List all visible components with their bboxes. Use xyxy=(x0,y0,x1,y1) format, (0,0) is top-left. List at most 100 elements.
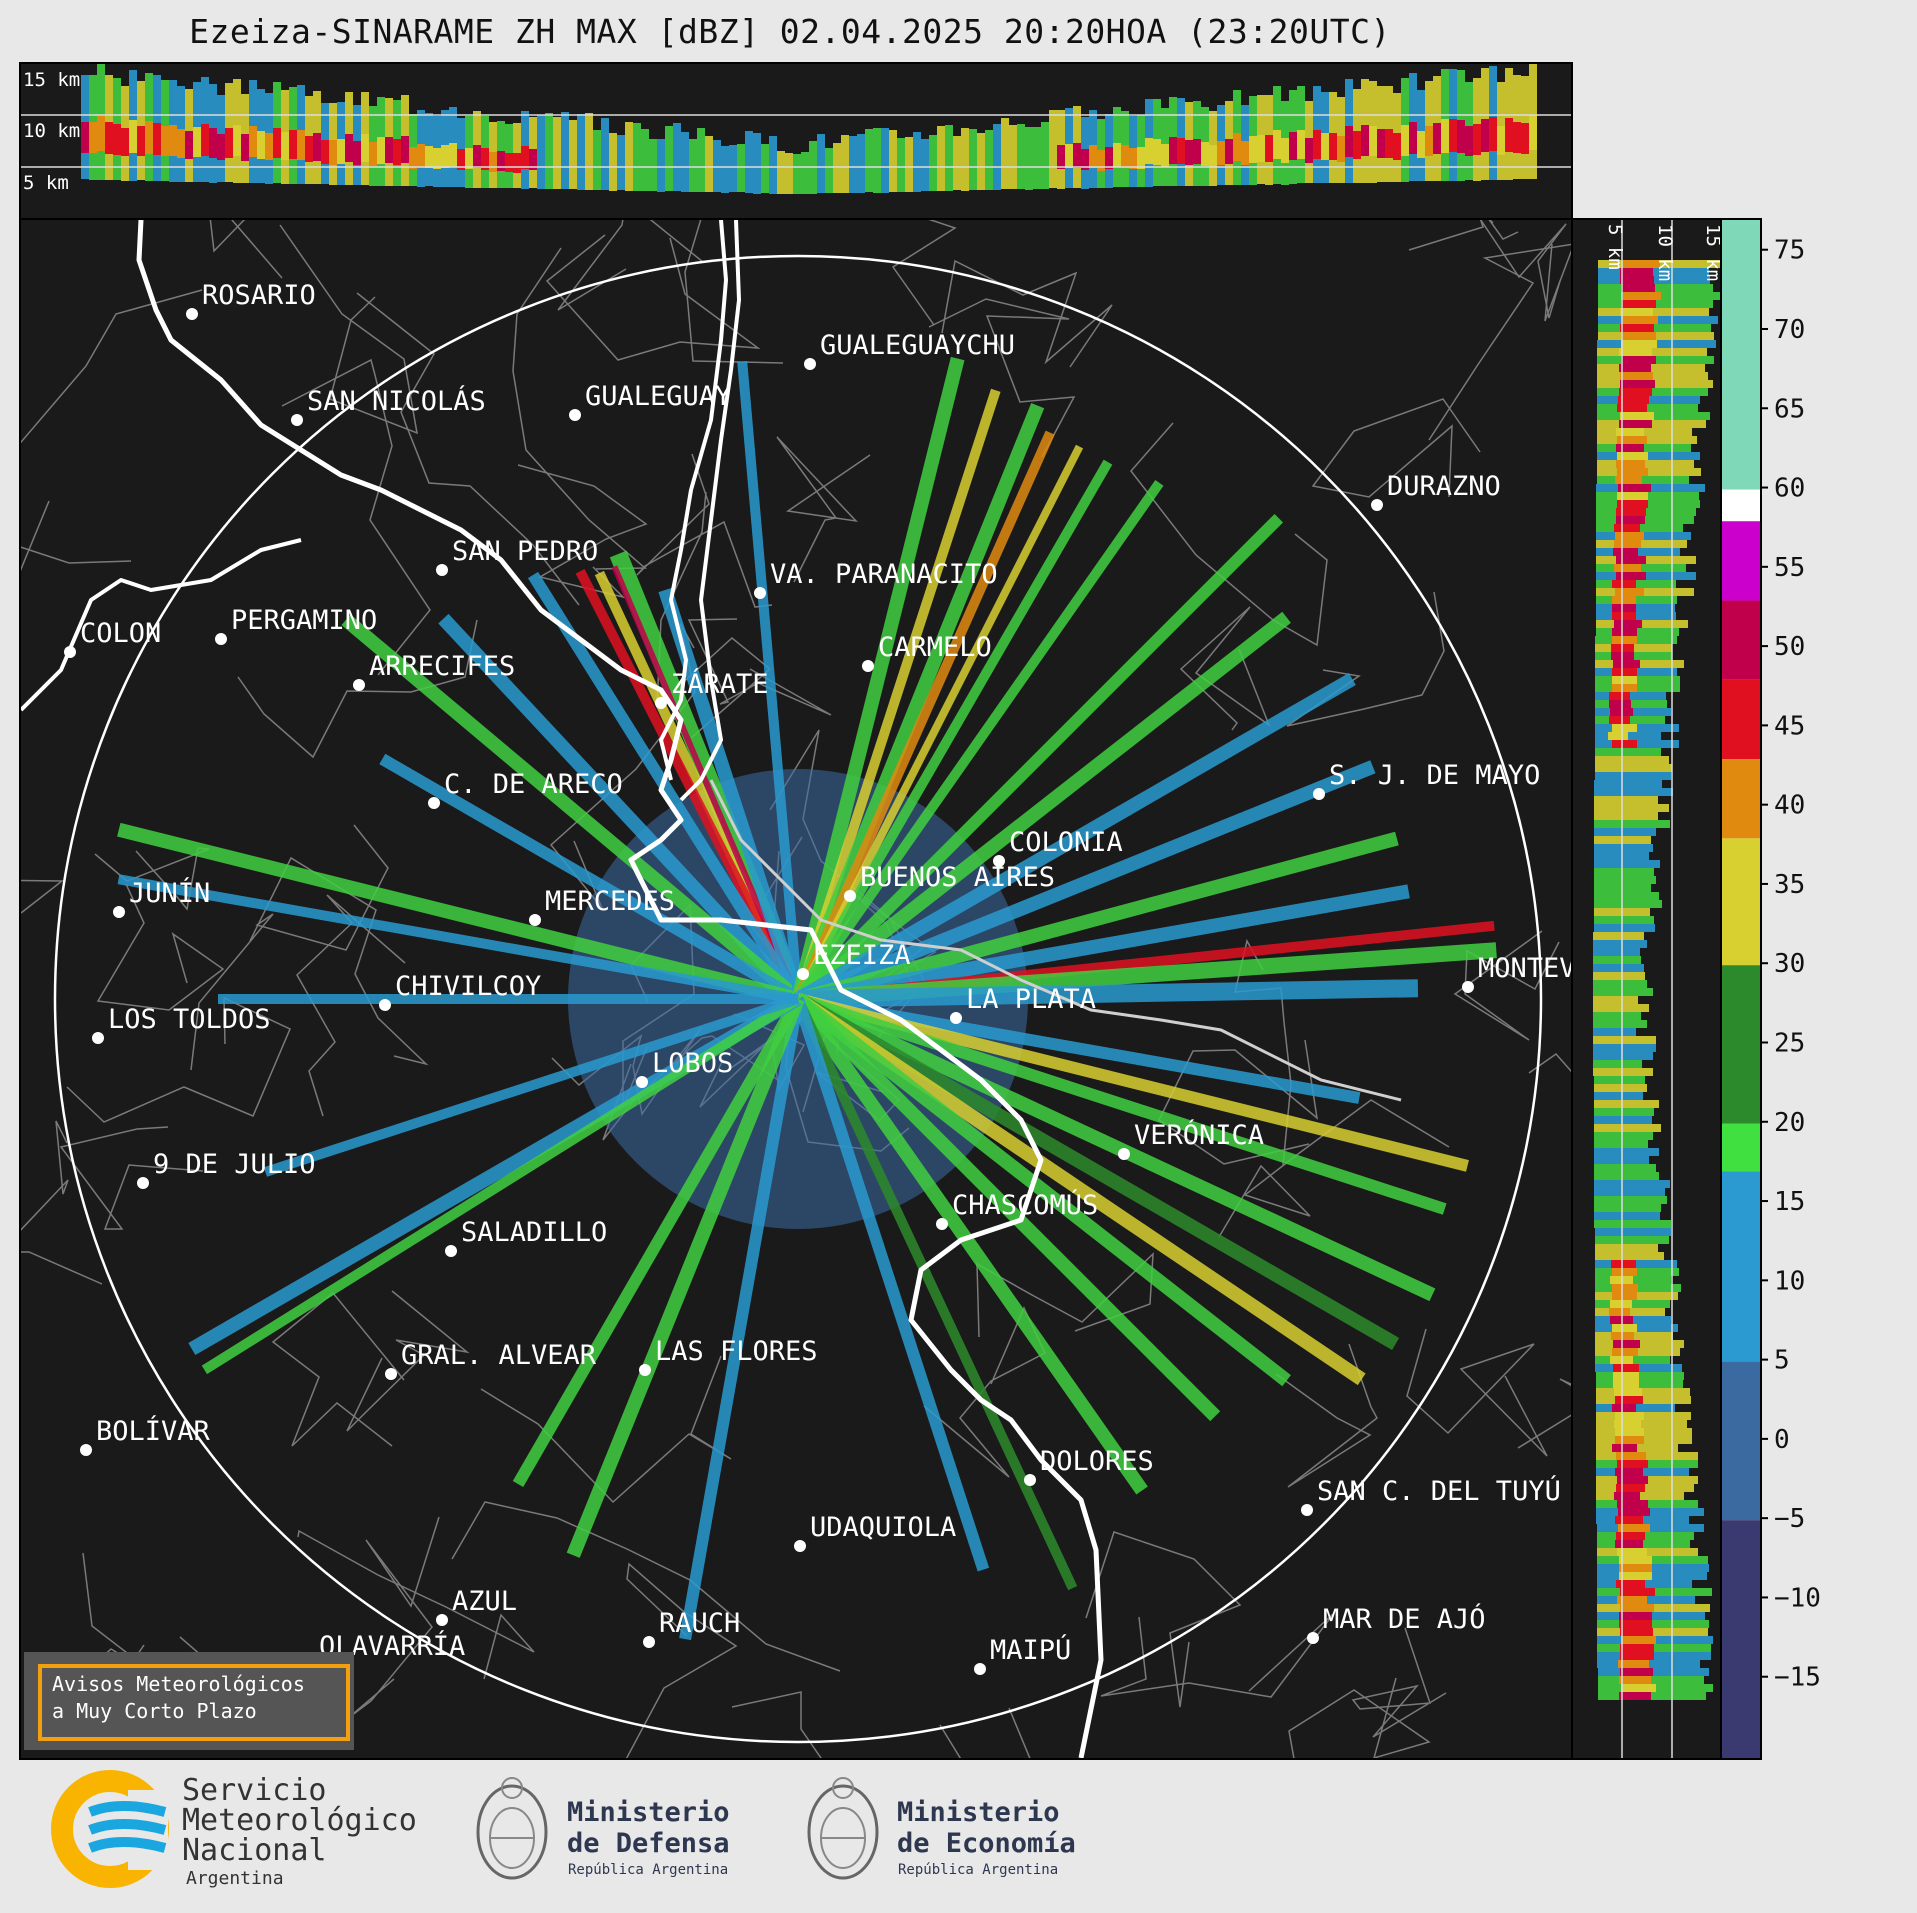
district-border xyxy=(1453,930,1560,1041)
district-border xyxy=(21,879,65,914)
radar-echo-ray xyxy=(795,760,1376,1006)
side-profile-core xyxy=(1613,660,1640,668)
top-height-label-10km: 10 km xyxy=(23,120,80,142)
top-profile-core xyxy=(505,153,513,172)
city-marker[interactable]: C. DE ARECO xyxy=(428,769,623,809)
city-dot-icon xyxy=(1307,1632,1319,1644)
city-marker[interactable]: LA PLATA xyxy=(950,984,1096,1024)
city-label: SAN C. DEL TUYÚ xyxy=(1317,1475,1561,1507)
city-marker[interactable]: BOLÍVAR xyxy=(80,1415,211,1456)
top-profile-column xyxy=(553,117,561,189)
side-profile-row xyxy=(1597,388,1708,396)
city-marker[interactable]: GUALEGUAYCHU xyxy=(804,330,1015,370)
radar-map[interactable]: ROSARIO GUALEGUAYCHU GUALEGUAY SAN NICOLÁS D… xyxy=(19,218,1573,1760)
city-marker[interactable]: PERGAMINO xyxy=(215,605,377,645)
district-border xyxy=(941,259,1113,368)
city-marker[interactable]: SALADILLO xyxy=(445,1217,607,1257)
side-profile-core xyxy=(1620,1668,1653,1676)
city-marker[interactable]: SAN C. DEL TUYÚ xyxy=(1301,1475,1561,1516)
side-profile-row xyxy=(1594,1084,1647,1092)
colorbar-segment-0 xyxy=(1722,220,1760,490)
side-profile-row xyxy=(1593,996,1638,1004)
side-profile-row xyxy=(1594,1076,1645,1084)
city-marker[interactable]: VERÓNICA xyxy=(1118,1119,1264,1160)
city-marker[interactable]: ARRECIFES xyxy=(353,651,515,691)
side-profile-row xyxy=(1595,1228,1671,1236)
city-marker[interactable]: LOBOS xyxy=(636,1048,733,1088)
colorbar-segment-3 xyxy=(1722,600,1760,680)
side-profile-core xyxy=(1618,484,1651,492)
top-profile-core xyxy=(1513,122,1521,153)
top-profile-column xyxy=(881,128,889,193)
district-border xyxy=(346,1290,470,1432)
city-marker[interactable]: GRAL. ALVEAR xyxy=(385,1340,597,1380)
top-profile-core xyxy=(1409,122,1417,154)
city-marker[interactable]: CHASCOMÚS xyxy=(936,1189,1098,1230)
top-profile-column xyxy=(545,113,553,189)
radar-echo-ray xyxy=(117,874,799,1004)
side-profile-core xyxy=(1620,1644,1654,1652)
smn-line-3: Nacional xyxy=(182,1833,327,1868)
city-marker[interactable]: RAUCH xyxy=(643,1608,740,1648)
city-marker[interactable]: DOLORES xyxy=(1024,1446,1154,1486)
top-profile-column xyxy=(937,126,945,191)
city-marker[interactable]: SAN PEDRO xyxy=(436,536,598,576)
city-marker[interactable]: EZEIZA xyxy=(797,940,911,980)
top-profile-core xyxy=(1401,125,1409,156)
city-marker[interactable]: GUALEGUAY xyxy=(569,381,731,421)
city-marker[interactable]: MAIPÚ xyxy=(974,1634,1071,1675)
colorbar-tick-label: 30 xyxy=(1774,949,1805,979)
side-profile-core xyxy=(1610,1300,1632,1308)
city-marker[interactable]: LOS TOLDOS xyxy=(92,1004,271,1044)
side-profile-core xyxy=(1614,540,1641,548)
side-profile-row xyxy=(1598,1668,1709,1676)
side-profile-core xyxy=(1617,1548,1647,1556)
city-marker[interactable]: CARMELO xyxy=(862,632,992,672)
city-label: GRAL. ALVEAR xyxy=(401,1340,597,1371)
city-marker[interactable]: 9 DE JULIO xyxy=(137,1149,316,1189)
top-profile-column xyxy=(889,130,897,192)
side-profile-row xyxy=(1596,588,1694,596)
city-marker[interactable]: COLON xyxy=(64,618,161,658)
side-profile-row xyxy=(1597,428,1692,436)
warning-box[interactable]: Avisos Meteorológicos a Muy Corto Plazo xyxy=(24,1652,354,1750)
city-marker[interactable]: BUENOS AIRES xyxy=(844,862,1055,902)
top-profile-core xyxy=(265,133,273,160)
city-dot-icon xyxy=(1371,499,1383,511)
top-height-profile: 15 km 10 km 5 km xyxy=(19,62,1573,220)
top-profile-core xyxy=(281,132,289,160)
city-marker[interactable]: SAN NICOLÁS xyxy=(291,385,486,426)
top-profile-core xyxy=(1265,135,1273,162)
side-profile-row xyxy=(1593,1020,1647,1028)
city-marker[interactable]: UDAQUIOLA xyxy=(794,1512,956,1552)
city-marker[interactable]: JUNÍN xyxy=(113,877,210,918)
side-profile-row xyxy=(1597,1556,1708,1564)
city-marker[interactable]: COLONIA xyxy=(993,827,1123,867)
city-marker[interactable]: MAR DE AJÓ xyxy=(1307,1603,1486,1644)
city-marker[interactable]: MONTEVIDEO xyxy=(1462,953,1571,993)
city-dot-icon xyxy=(92,1032,104,1044)
side-profile-row xyxy=(1594,924,1655,932)
top-profile-core xyxy=(1241,141,1249,165)
top-profile-core xyxy=(377,137,385,164)
side-profile-row xyxy=(1594,1092,1643,1100)
top-profile-column xyxy=(769,136,777,194)
city-marker[interactable]: CHIVILCOY xyxy=(379,971,541,1011)
city-marker[interactable]: ZÁRATE xyxy=(655,668,769,709)
city-label: GUALEGUAYCHU xyxy=(820,330,1015,361)
city-marker[interactable]: VA. PARANACITO xyxy=(754,559,998,599)
radar-echo-ray xyxy=(793,459,1113,1002)
top-profile-column xyxy=(977,133,985,190)
top-profile-core xyxy=(1145,138,1153,164)
city-marker[interactable]: MERCEDES xyxy=(529,886,675,926)
city-marker[interactable]: LAS FLORES xyxy=(639,1336,818,1376)
city-marker[interactable]: DURAZNO xyxy=(1371,471,1501,511)
city-marker[interactable]: AZUL xyxy=(436,1586,517,1626)
radar-echo-ray xyxy=(379,753,801,1005)
city-marker[interactable]: ROSARIO xyxy=(186,280,316,320)
side-height-label-5km: 5 km xyxy=(1604,224,1626,270)
city-marker[interactable]: S. J. DE MAYO xyxy=(1313,760,1540,800)
district-border xyxy=(346,1516,440,1720)
side-profile-core xyxy=(1615,532,1644,540)
side-profile-core xyxy=(1616,508,1646,516)
